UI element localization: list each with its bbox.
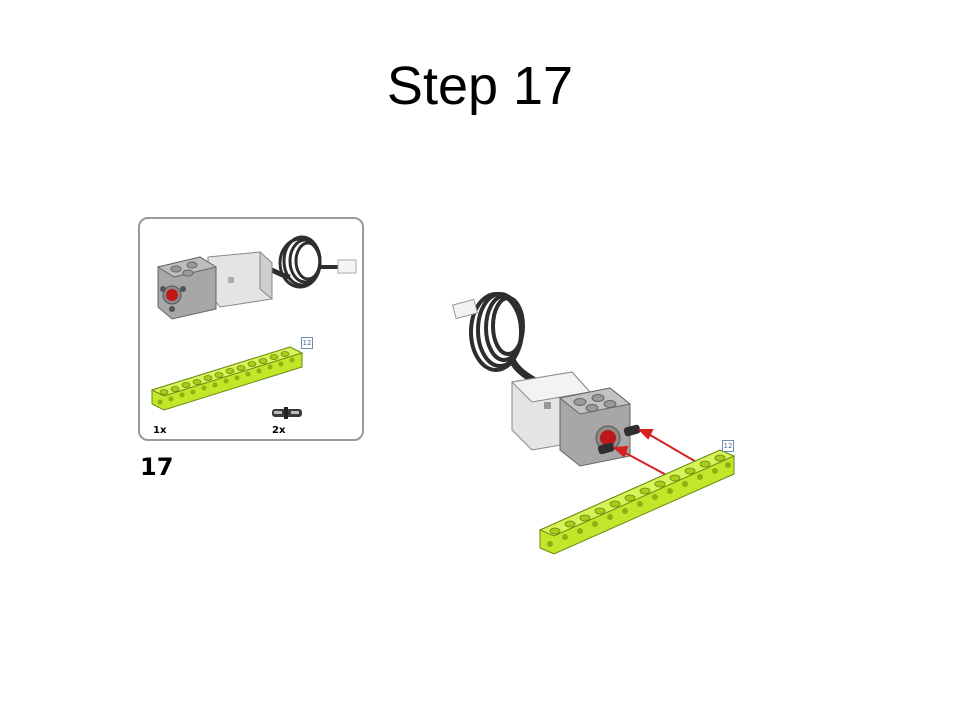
assembly-illustration: [451, 292, 736, 555]
parts-callout: 12 1x 2x: [138, 217, 364, 441]
pin-quantity: 2x: [272, 425, 286, 436]
medium-motor-icon: [156, 235, 357, 320]
beam-length-badge: 12: [301, 337, 313, 349]
step-number: 17: [140, 453, 174, 481]
assembly-beam-length-badge: 12: [722, 440, 734, 452]
slide-title: Step 17: [386, 56, 574, 116]
beam-quantity: 1x: [153, 425, 167, 436]
connector-pin-icon: [272, 407, 302, 419]
technic-beam-icon: [150, 346, 304, 411]
